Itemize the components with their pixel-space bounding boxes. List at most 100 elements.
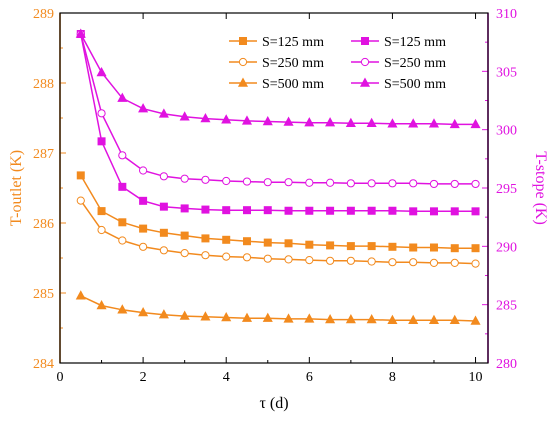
data-point bbox=[388, 242, 397, 251]
data-point bbox=[139, 166, 148, 175]
data-point bbox=[450, 207, 459, 216]
data-point bbox=[450, 244, 459, 253]
data-point bbox=[118, 151, 127, 160]
data-point bbox=[471, 207, 480, 216]
x-tick-label: 2 bbox=[140, 370, 147, 385]
data-point bbox=[159, 246, 168, 255]
series-left-triangle bbox=[75, 290, 481, 325]
series-right-triangle bbox=[75, 28, 481, 129]
data-point bbox=[470, 315, 481, 325]
data-point bbox=[429, 179, 439, 189]
data-point bbox=[429, 207, 438, 216]
y-left-tick-label: 289 bbox=[33, 7, 54, 22]
data-point bbox=[262, 115, 273, 126]
data-point bbox=[76, 196, 85, 205]
data-point bbox=[408, 118, 419, 128]
data-point bbox=[118, 218, 127, 227]
data-point bbox=[242, 253, 252, 262]
data-point bbox=[222, 252, 231, 261]
data-point bbox=[305, 206, 314, 215]
data-point bbox=[408, 314, 419, 324]
data-point bbox=[117, 92, 128, 102]
data-point bbox=[180, 231, 189, 240]
data-point bbox=[429, 243, 438, 252]
data-point bbox=[428, 118, 440, 128]
data-point bbox=[222, 235, 231, 244]
legend-marker bbox=[239, 37, 247, 45]
data-point bbox=[409, 207, 418, 216]
legend-item: S=125 mm bbox=[351, 35, 446, 50]
data-point bbox=[180, 249, 189, 258]
data-point bbox=[366, 117, 377, 127]
data-point bbox=[159, 172, 168, 181]
data-point bbox=[76, 171, 85, 180]
legend-marker bbox=[360, 57, 370, 67]
data-point bbox=[305, 178, 314, 187]
data-point bbox=[367, 257, 376, 266]
data-point bbox=[450, 258, 459, 267]
y-left-tick-label: 286 bbox=[33, 217, 54, 232]
data-point bbox=[263, 254, 272, 263]
data-point bbox=[388, 258, 397, 267]
data-point bbox=[222, 206, 231, 215]
legend-label: S=125 mm bbox=[384, 35, 446, 50]
y-right-tick-label: 290 bbox=[496, 240, 517, 255]
y-left-axis-title: T-outlet (K) bbox=[8, 150, 25, 226]
data-point bbox=[305, 256, 314, 265]
legend-marker bbox=[359, 77, 371, 87]
legend-label: S=125 mm bbox=[262, 35, 324, 50]
data-point bbox=[388, 206, 397, 215]
series-line bbox=[80, 295, 476, 322]
data-point bbox=[305, 240, 314, 249]
data-point bbox=[180, 174, 189, 183]
plot-frame bbox=[59, 12, 489, 364]
legend-item: S=500 mm bbox=[351, 77, 446, 92]
data-point bbox=[75, 28, 86, 38]
data-point bbox=[346, 179, 355, 188]
data-point bbox=[284, 239, 293, 248]
series-left-circle bbox=[76, 196, 480, 268]
data-point bbox=[409, 179, 418, 188]
data-point bbox=[242, 237, 251, 246]
data-point bbox=[284, 178, 293, 187]
data-point bbox=[75, 290, 86, 300]
series-right-square bbox=[76, 30, 480, 216]
data-point bbox=[346, 256, 355, 265]
data-point bbox=[263, 178, 272, 187]
y-right-tick-label: 295 bbox=[496, 182, 517, 197]
x-tick-label: 10 bbox=[469, 370, 483, 385]
legend-label: S=500 mm bbox=[262, 77, 324, 92]
data-point bbox=[449, 118, 460, 129]
data-point bbox=[262, 312, 273, 322]
data-point bbox=[158, 309, 169, 319]
data-point bbox=[159, 202, 168, 211]
x-axis-title: τ (d) bbox=[259, 395, 288, 412]
data-point bbox=[367, 206, 376, 215]
data-point bbox=[200, 113, 211, 123]
data-point bbox=[449, 314, 460, 324]
data-point bbox=[470, 118, 481, 129]
x-tick-label: 4 bbox=[223, 370, 230, 385]
data-point bbox=[345, 314, 356, 324]
legend-label: S=500 mm bbox=[384, 77, 446, 92]
data-point bbox=[387, 118, 398, 128]
data-point bbox=[284, 255, 293, 264]
data-point bbox=[97, 207, 106, 216]
legend-marker bbox=[237, 77, 249, 87]
y-right-tick-label: 310 bbox=[496, 7, 517, 22]
data-point bbox=[241, 115, 253, 125]
legend-marker bbox=[238, 57, 248, 67]
data-point bbox=[222, 176, 231, 186]
data-point bbox=[345, 117, 356, 127]
legend-marker bbox=[361, 37, 369, 45]
data-point bbox=[139, 242, 148, 251]
legend-item: S=250 mm bbox=[229, 56, 324, 71]
data-point bbox=[201, 251, 210, 260]
data-point bbox=[283, 313, 294, 323]
data-point bbox=[326, 241, 335, 250]
data-point bbox=[367, 179, 376, 188]
data-point bbox=[201, 175, 210, 184]
data-point bbox=[242, 206, 251, 215]
data-point bbox=[263, 238, 272, 247]
